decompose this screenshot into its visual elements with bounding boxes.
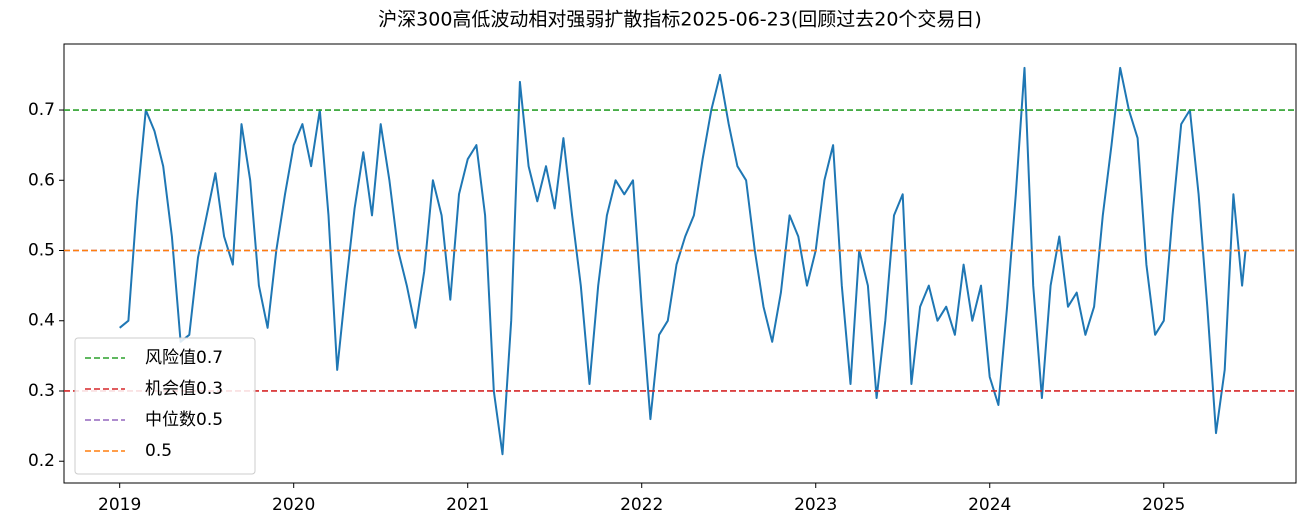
- legend-label: 0.5: [145, 441, 172, 461]
- x-tick-label: 2021: [446, 495, 489, 515]
- x-tick-label: 2024: [968, 495, 1011, 515]
- y-tick-label: 0.3: [28, 381, 55, 401]
- plot-frame: [63, 43, 1297, 484]
- legend-box: [74, 337, 256, 475]
- x-tick-label: 2023: [794, 495, 837, 515]
- y-tick-label: 0.4: [28, 311, 55, 331]
- x-tick-label: 2019: [98, 495, 141, 515]
- y-tick-label: 0.5: [28, 241, 55, 261]
- x-tick-label: 2020: [272, 495, 315, 515]
- x-tick-label: 2022: [620, 495, 663, 515]
- y-tick-label: 0.7: [28, 100, 55, 120]
- legend-label: 机会值0.3: [145, 379, 223, 399]
- y-tick-label: 0.2: [28, 451, 55, 471]
- legend-label: 中位数0.5: [145, 410, 223, 430]
- legend-label: 风险值0.7: [145, 348, 223, 368]
- y-tick-label: 0.6: [28, 170, 55, 190]
- x-tick-label: 2025: [1142, 495, 1185, 515]
- data-line: [119, 66, 1247, 456]
- chart-title: 沪深300高低波动相对强弱扩散指标2025-06-23(回顾过去20个交易日): [378, 9, 982, 31]
